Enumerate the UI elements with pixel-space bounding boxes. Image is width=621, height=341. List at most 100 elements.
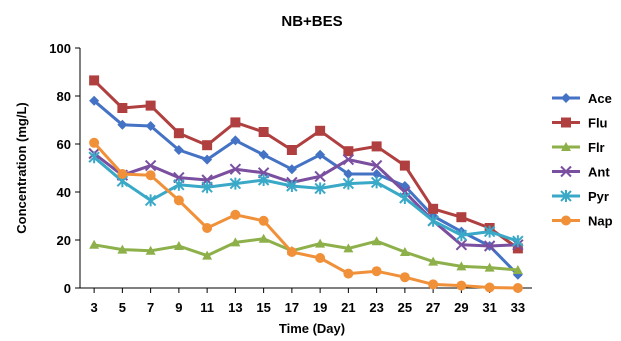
data-point: [456, 261, 467, 271]
data-point: [455, 239, 468, 251]
data-point: [427, 214, 439, 227]
data-point: [88, 151, 100, 164]
data-point: [286, 247, 297, 257]
data-point: [201, 181, 213, 194]
data-point: [315, 253, 326, 263]
x-tick-label: 17: [285, 300, 299, 315]
y-tick-label: 100: [49, 41, 71, 56]
data-point: [399, 247, 410, 256]
legend-label: Nap: [588, 214, 613, 229]
data-point: [173, 128, 184, 139]
x-tick-label: 19: [313, 300, 327, 315]
data-point: [117, 119, 128, 130]
data-point: [173, 195, 184, 206]
x-tick-label: 23: [369, 300, 383, 315]
x-tick-label: 9: [175, 300, 182, 315]
data-point: [89, 239, 100, 249]
data-point: [314, 170, 326, 183]
data-point: [484, 282, 495, 293]
y-tick-label: 40: [57, 185, 71, 200]
data-point: [428, 279, 439, 290]
data-point: [512, 265, 523, 274]
legend-label: Ace: [588, 91, 612, 106]
data-point: [230, 209, 241, 220]
data-point: [512, 235, 524, 248]
y-tick-label: 80: [57, 89, 71, 104]
series-line: [93, 79, 519, 250]
data-point: [456, 280, 467, 291]
data-point: [343, 243, 354, 253]
data-point: [286, 180, 298, 192]
data-point: [315, 238, 326, 248]
data-point: [202, 140, 213, 151]
data-point: [560, 190, 572, 202]
data-point: [484, 262, 495, 272]
data-point: [315, 125, 326, 136]
x-tick-label: 25: [398, 300, 412, 315]
data-point: [399, 160, 410, 171]
data-point: [456, 212, 467, 223]
legend-item-flu: Flu: [552, 116, 608, 131]
data-point: [258, 215, 269, 226]
data-point: [145, 100, 156, 111]
data-point: [230, 237, 241, 247]
legend-item-ant: Ant: [552, 165, 610, 180]
data-point: [371, 169, 382, 179]
data-point: [483, 240, 496, 252]
x-tick-label: 21: [341, 300, 355, 315]
legend: Ace Flu Flr Ant Pyr Nap: [552, 91, 613, 229]
data-point: [286, 164, 297, 175]
x-tick-label: 13: [228, 300, 242, 315]
data-point: [560, 165, 572, 178]
data-point: [561, 117, 571, 128]
data-point: [117, 169, 128, 179]
data-point: [343, 146, 354, 157]
data-point: [117, 244, 128, 254]
y-tick-label: 60: [57, 137, 71, 152]
legend-item-pyr: Pyr: [552, 189, 609, 204]
data-point: [286, 145, 297, 155]
data-point: [258, 127, 269, 137]
plot-area: 0 20 40 60 80 100 3 5 7 9 11 13 15 17 19 21 23 25 27 29 31 33: [49, 41, 532, 315]
legend-item-nap: Nap: [552, 214, 613, 229]
series-nap: [89, 137, 523, 293]
legend-item-flr: Flr: [552, 140, 605, 155]
x-tick-label: 27: [426, 300, 440, 315]
data-point: [230, 117, 241, 128]
data-point: [229, 163, 242, 175]
data-point: [371, 141, 382, 152]
data-point: [230, 135, 241, 146]
data-point: [257, 174, 270, 186]
legend-label: Flu: [588, 116, 608, 131]
legend-label: Flr: [588, 140, 605, 155]
x-axis-label: Time (Day): [279, 321, 345, 336]
data-point: [343, 268, 354, 279]
series-line: [93, 237, 519, 272]
x-tick-label: 3: [91, 300, 98, 315]
data-point: [342, 177, 355, 190]
series-flu: [89, 75, 523, 254]
data-point: [343, 169, 354, 179]
chart-title: NB+BES: [281, 13, 342, 30]
data-point: [561, 142, 571, 151]
data-point: [428, 256, 439, 266]
legend-item-ace: Ace: [552, 91, 612, 106]
series-line: [93, 156, 519, 243]
data-point: [202, 250, 213, 260]
data-point: [371, 236, 382, 246]
data-point: [258, 149, 269, 160]
data-point: [202, 223, 213, 233]
data-point: [370, 176, 383, 189]
x-tick-label: 31: [482, 300, 496, 315]
data-point: [315, 149, 326, 160]
data-point: [342, 153, 355, 166]
data-point: [117, 103, 128, 113]
data-point: [89, 95, 100, 106]
legend-label: Pyr: [588, 189, 609, 204]
legend-label: Ant: [588, 165, 610, 180]
data-point: [314, 182, 326, 195]
data-point: [145, 170, 156, 181]
data-point: [144, 194, 157, 207]
data-point: [561, 215, 571, 226]
